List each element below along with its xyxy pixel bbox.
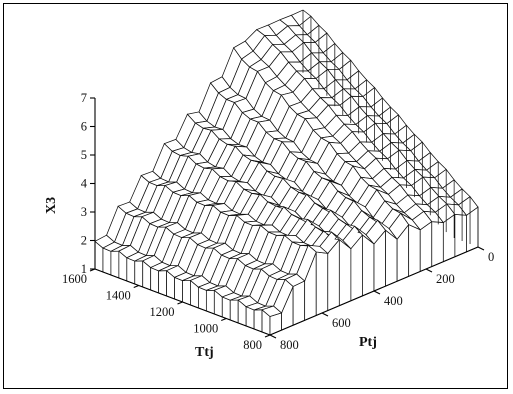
- skirt-ttj-segment: [245, 306, 255, 330]
- skirt-ttj-segment: [158, 270, 167, 297]
- x-tick-mark: [221, 317, 227, 322]
- z-tick-label: 7: [81, 91, 87, 105]
- x-tick-label: 1600: [62, 272, 87, 286]
- y-tick-label: 800: [280, 338, 299, 352]
- skirt-ptj-segment: [408, 223, 421, 277]
- x-tick-mark: [177, 301, 183, 305]
- skirt-ptj-segment: [419, 220, 433, 273]
- skirt-ptj-segment: [292, 280, 306, 326]
- tick-labels: 1 2 3 4 5 6 7 1600 1400 1200 1000 800 0 200 400 600 800: [62, 91, 494, 352]
- skirt-ptj-segment: [385, 229, 398, 287]
- x-axis-label: Ttj: [195, 345, 214, 360]
- surface-plot: 123456716001400120010008000200400600800 …: [44, 9, 494, 360]
- skirt-ttj-segment: [205, 289, 215, 315]
- y-tick-label: 0: [488, 250, 494, 264]
- skirt-ttj-segment: [134, 260, 144, 288]
- x-tick-mark: [264, 334, 271, 338]
- y-tick-mark: [373, 290, 381, 295]
- z-tick-label: 6: [81, 120, 87, 134]
- y-tick-label: 200: [436, 272, 455, 286]
- surface-mesh: [94, 9, 479, 317]
- y-tick-mark: [269, 334, 277, 339]
- z-tick-label: 5: [81, 148, 87, 162]
- x-tick-label: 800: [243, 338, 262, 352]
- z-tick-label: 1: [81, 262, 87, 276]
- skirt-ttj-segment: [221, 296, 231, 321]
- skirt-ptj-segment: [454, 213, 467, 258]
- chart-frame: 1 2 3 4 5 6 7 1600 1400 1200 1000 800 0 200 400 600 800 …: [3, 3, 508, 389]
- skirt-ttj-segment: [182, 280, 191, 306]
- y-tick-mark: [321, 312, 329, 317]
- skirt-ttj-segment: [126, 257, 136, 285]
- x-tick-label: 1200: [150, 305, 175, 319]
- skirt-ptj-segment: [362, 234, 375, 297]
- skirt-ttj-segment: [102, 247, 112, 276]
- x-tick-label: 1400: [106, 289, 131, 303]
- z-tick-label: 2: [81, 234, 87, 248]
- z-axis-label: X3: [44, 197, 59, 214]
- skirt-ttj-segment: [253, 309, 263, 333]
- x-tick-mark: [133, 284, 139, 289]
- skirt-ttj-segment: [174, 276, 183, 303]
- x-tick-label: 1000: [193, 322, 218, 336]
- z-tick-label: 4: [81, 177, 88, 191]
- skirt-ptj-segment: [315, 251, 329, 317]
- y-tick-mark: [425, 268, 433, 273]
- y-axis-label: Ptj: [359, 335, 377, 350]
- surface-walls: [94, 206, 479, 336]
- x-tick-mark: [89, 268, 96, 272]
- z-tick-label: 3: [81, 205, 87, 219]
- y-tick-label: 600: [332, 316, 351, 330]
- skirt-ttj-segment: [198, 286, 207, 312]
- skirt-ptj-segment: [338, 238, 352, 307]
- skirt-ttj-segment: [110, 250, 120, 279]
- y-tick-mark: [477, 246, 485, 251]
- y-tick-label: 400: [384, 294, 403, 308]
- skirt-ptj-segment: [431, 221, 444, 268]
- skirt-ttj-segment: [229, 299, 239, 324]
- skirt-ttj-segment: [150, 267, 160, 294]
